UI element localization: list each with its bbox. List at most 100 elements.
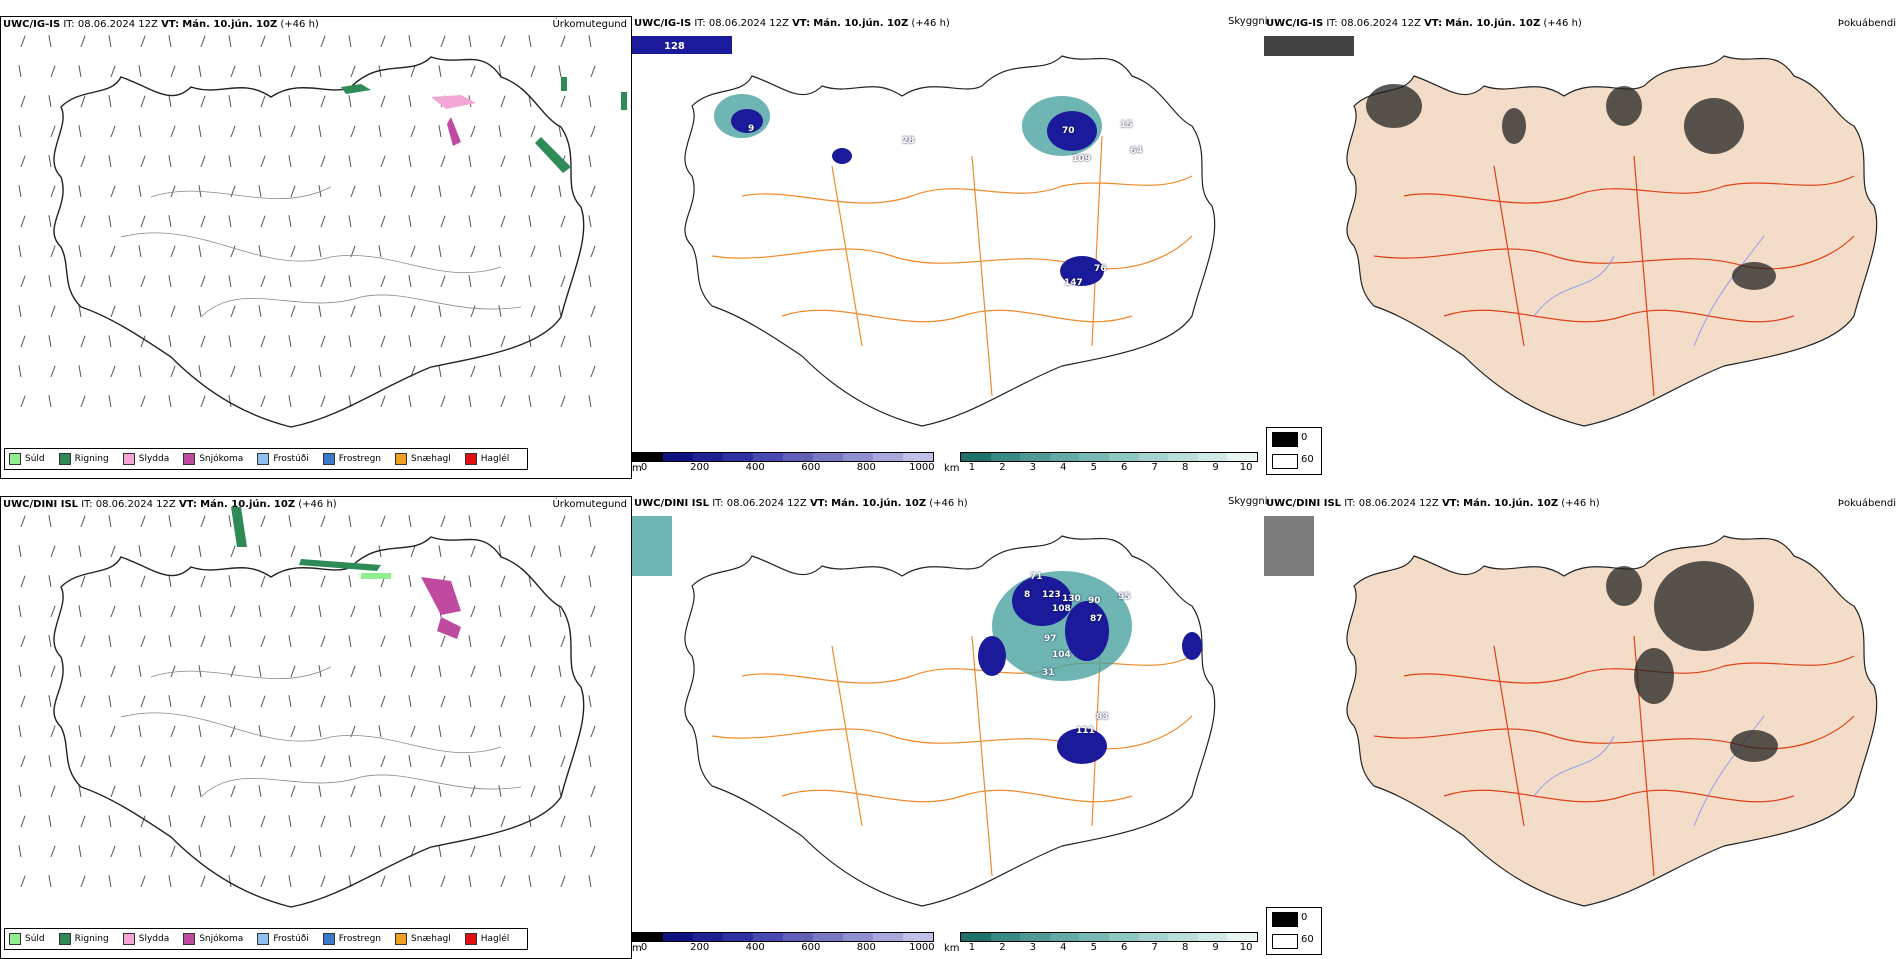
wind-barb	[318, 665, 322, 678]
wind-barb	[290, 65, 296, 78]
wind-barb	[288, 875, 292, 888]
colorbar-swatch	[990, 933, 1021, 941]
wind-barb	[318, 365, 322, 378]
wind-barb	[48, 395, 52, 408]
wind-barb	[18, 65, 22, 78]
legend-label: Slydda	[138, 454, 170, 464]
wind-barb	[318, 245, 322, 258]
colorbar-swatch	[1168, 933, 1198, 941]
wind-barb	[80, 95, 86, 108]
wind-barb	[258, 365, 262, 378]
colorbar-swatch	[1108, 453, 1139, 461]
wind-barb	[18, 125, 22, 138]
wind-barb	[80, 395, 86, 408]
map-value-label: 71	[1030, 572, 1043, 582]
wind-barb	[20, 335, 26, 348]
wind-barb	[168, 155, 172, 168]
wind-barb	[258, 185, 262, 198]
ceiling-panel-bottom: UWC/DINI ISL IT: 08.06.2024 12Z VT: Mán.…	[632, 496, 1268, 959]
wind-barb	[140, 875, 146, 888]
wind-barb	[528, 95, 532, 108]
colorbar-tick: 200	[690, 942, 710, 953]
wind-barb	[408, 215, 412, 228]
wind-barb	[440, 635, 446, 648]
wind-barb	[48, 695, 52, 708]
legend-swatch-dark	[1272, 912, 1298, 927]
colorbar-unit: km	[944, 943, 960, 954]
legend-label: 60	[1301, 454, 1314, 465]
wind-barb	[258, 125, 262, 138]
wind-barb	[20, 575, 26, 588]
lead-time: (+46 h)	[929, 498, 968, 509]
wind-barb	[260, 395, 266, 408]
map-value-label: 104	[1052, 650, 1071, 660]
wind-barb	[288, 755, 292, 768]
wind-barb	[500, 335, 506, 348]
wind-barb	[290, 365, 296, 378]
wind-barb	[500, 215, 506, 228]
ceiling-cells	[978, 571, 1202, 764]
wind-barb	[198, 725, 202, 738]
fog-map	[1264, 516, 1878, 907]
wind-barb	[588, 335, 592, 348]
wind-barb	[260, 335, 266, 348]
wind-barb	[48, 335, 52, 348]
map-value-label: 87	[1090, 614, 1103, 624]
wind-barb	[408, 515, 412, 528]
colorbar-tick: 4	[1060, 942, 1067, 953]
wind-barb	[558, 605, 562, 618]
wind-barb	[228, 215, 232, 228]
wind-barb	[50, 65, 56, 78]
wind-barb	[110, 125, 116, 138]
colorbar-unit: m	[632, 463, 642, 474]
wind-barb	[80, 275, 86, 288]
wind-barb	[468, 35, 472, 48]
fog-cells	[1606, 561, 1778, 762]
wind-barb	[288, 35, 292, 48]
wind-barb	[438, 305, 442, 318]
model-name: UWC/DINI ISL	[634, 498, 710, 509]
wind-barb	[110, 725, 116, 738]
wind-barb	[198, 545, 202, 558]
wind-barb	[318, 305, 322, 318]
wind-barb	[168, 95, 172, 108]
wind-barb	[380, 815, 386, 828]
wind-barb	[200, 35, 206, 48]
wind-barb	[440, 755, 446, 768]
wind-barb	[530, 185, 536, 198]
wind-barb	[258, 725, 262, 738]
wind-barb	[18, 785, 22, 798]
panel-header: UWC/DINI ISL IT: 08.06.2024 12Z VT: Mán.…	[1266, 498, 1600, 509]
wind-barb	[140, 215, 146, 228]
wind-barb	[288, 635, 292, 648]
vt-label: VT:	[1424, 18, 1443, 29]
wind-barb	[468, 755, 472, 768]
wind-barb	[320, 275, 326, 288]
legend-item: Rigning	[58, 930, 109, 948]
wind-barb	[588, 635, 592, 648]
wind-barb	[380, 35, 386, 48]
wind-barb	[440, 35, 446, 48]
colorbar-swatch	[663, 933, 693, 941]
wind-barb	[288, 515, 292, 528]
wind-barb	[200, 215, 206, 228]
colorbar-swatch	[990, 453, 1021, 461]
wind-barb	[558, 185, 562, 198]
wind-barb	[590, 365, 596, 378]
wind-barb	[560, 515, 566, 528]
river-network	[1533, 715, 1765, 827]
wind-barb	[110, 305, 116, 318]
wind-barb	[528, 35, 532, 48]
internal-lines	[120, 666, 522, 798]
wind-barb	[140, 395, 146, 408]
wind-barb	[320, 575, 326, 588]
wind-barb	[108, 575, 112, 588]
wind-barb	[530, 545, 536, 558]
wind-barb	[230, 65, 236, 78]
panel-header: UWC/IG-IS IT: 08.06.2024 12Z VT: Mán. 10…	[1266, 18, 1582, 29]
wind-barb	[500, 395, 506, 408]
wind-barb	[80, 755, 86, 768]
wind-barb	[470, 725, 476, 738]
ceiling-panel-top: UWC/IG-IS IT: 08.06.2024 12Z VT: Mán. 10…	[632, 16, 1268, 479]
colorbar-swatch	[903, 933, 933, 941]
